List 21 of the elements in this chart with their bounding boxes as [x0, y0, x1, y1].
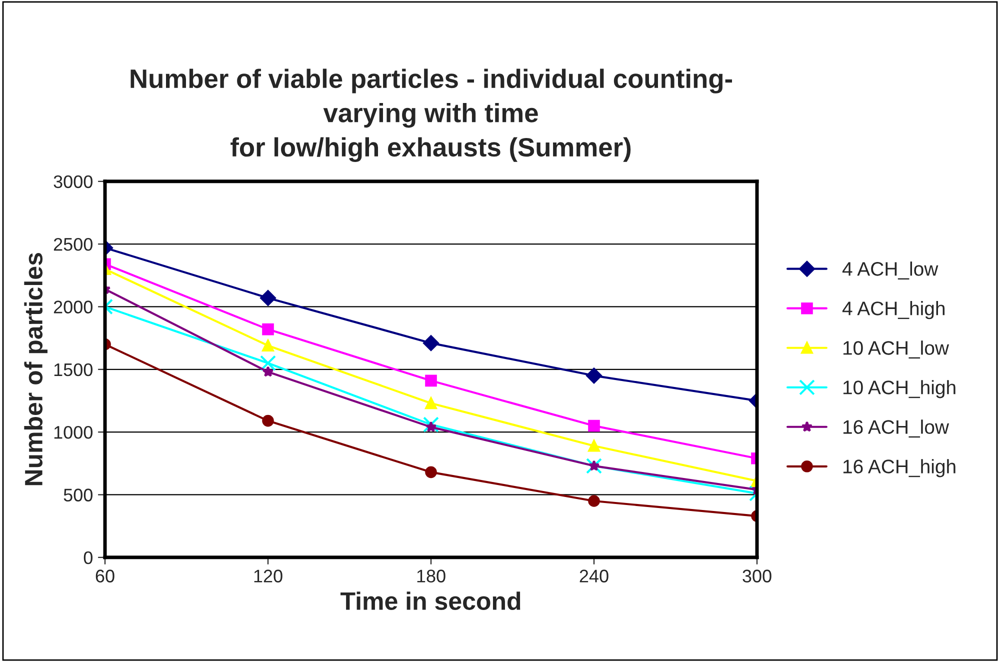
x-tick-label: 60: [96, 570, 114, 582]
y-axis-title: Number of particles: [24, 253, 48, 486]
x-tick-label: 300: [742, 570, 772, 582]
x-axis-title: Time in second: [340, 592, 520, 610]
legend-label: 10 ACH_high: [843, 380, 956, 398]
chart-title: Number of viable particles - individual counting- varying with time for low/high exhausts (Summer): [130, 68, 732, 162]
legend-label: 16 ACH_high: [843, 459, 956, 478]
legend-label: 16 ACH_low: [843, 420, 950, 438]
y-tick-label: 2500: [54, 238, 92, 251]
y-tick-label: 0: [84, 551, 92, 564]
x-tick-label: 180: [417, 570, 446, 582]
y-tick-label: 500: [64, 488, 92, 502]
legend-label: 4 ACH_high: [842, 301, 944, 320]
legend-label: 10 ACH_low: [843, 340, 950, 359]
y-tick-label: 1000: [54, 426, 92, 439]
x-tick-label: 120: [254, 570, 282, 582]
legend-label: 4 ACH_low: [842, 262, 938, 280]
x-tick-label: 240: [580, 570, 608, 582]
y-tick-label: 1500: [54, 363, 92, 376]
y-tick-label: 2000: [54, 300, 92, 314]
y-tick-label: 3000: [54, 175, 92, 188]
